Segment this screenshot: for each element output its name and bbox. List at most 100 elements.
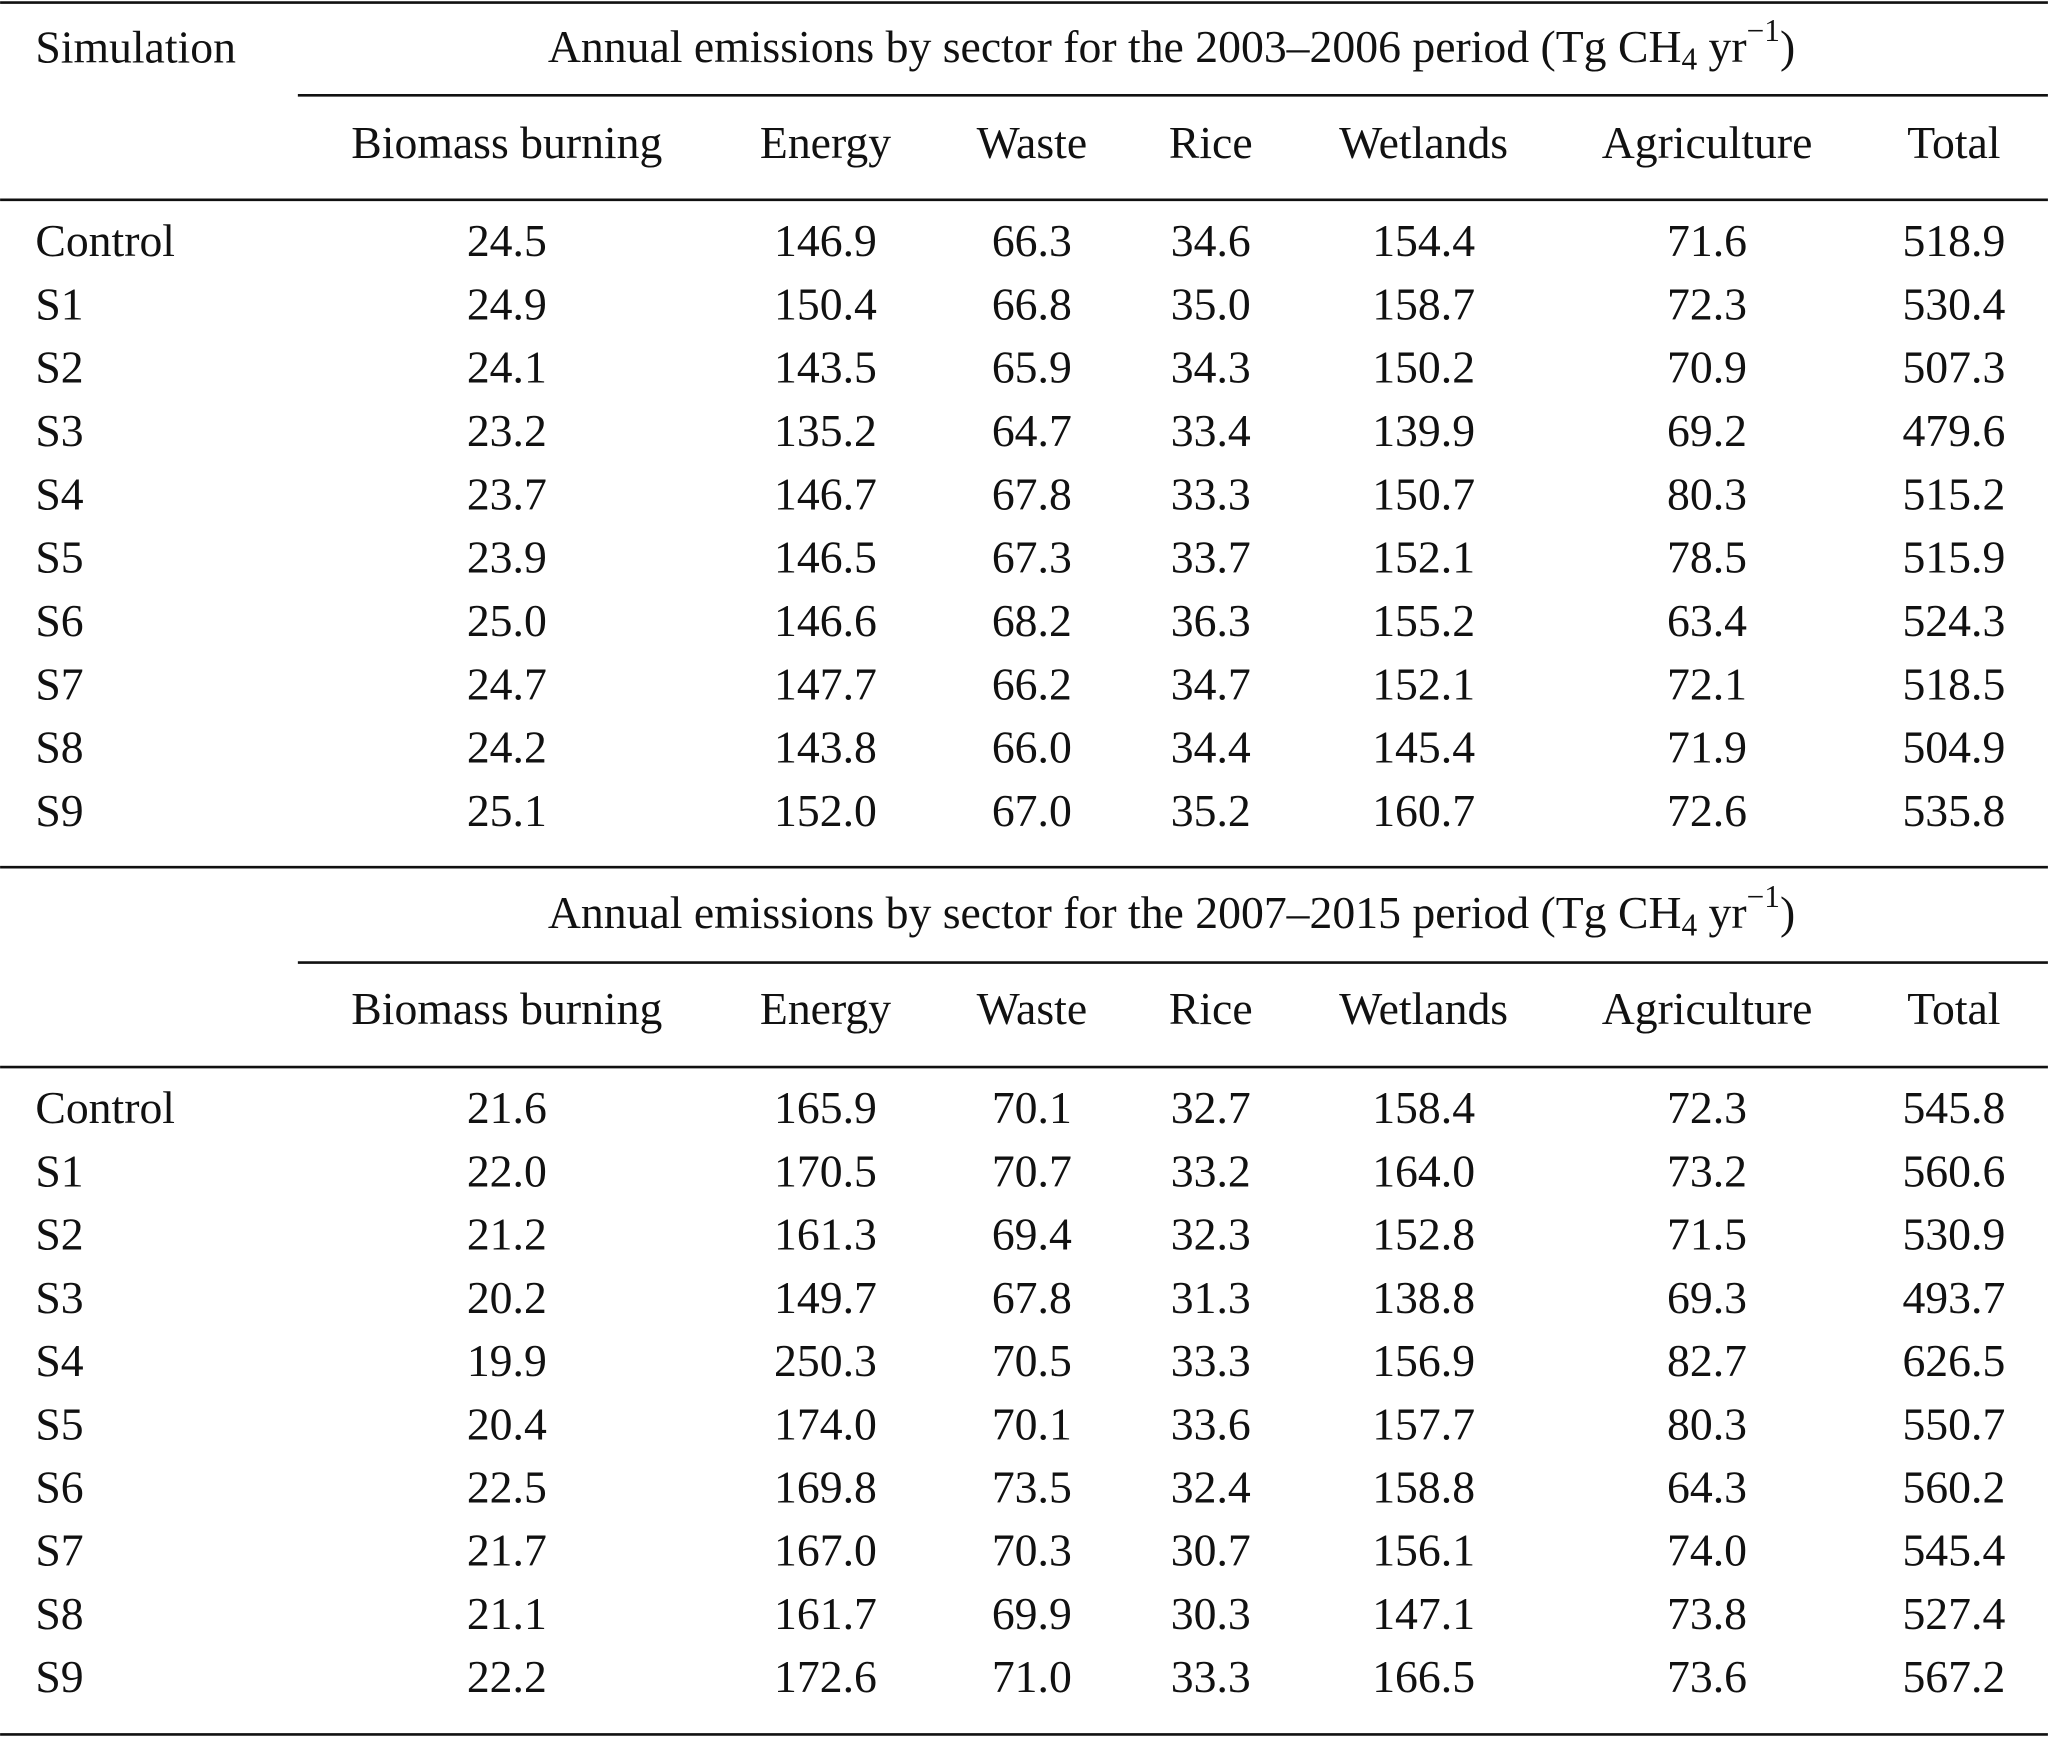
cell: 157.7 bbox=[1372, 1398, 1475, 1449]
cell: 73.8 bbox=[1667, 1588, 1747, 1639]
cell: 626.5 bbox=[1902, 1335, 2005, 1386]
cell: 154.4 bbox=[1372, 215, 1475, 266]
cell: 560.6 bbox=[1902, 1145, 2005, 1196]
caption-superscript: −1 bbox=[1747, 879, 1780, 914]
cell: 158.8 bbox=[1372, 1461, 1475, 1512]
cell: 25.0 bbox=[467, 595, 547, 646]
cell: 32.3 bbox=[1171, 1209, 1251, 1260]
cell: 24.2 bbox=[467, 722, 547, 773]
stub-header: Simulation bbox=[35, 22, 236, 73]
caption-unit: yr bbox=[1697, 22, 1747, 73]
cell: 152.8 bbox=[1372, 1209, 1475, 1260]
cell: 161.7 bbox=[774, 1588, 877, 1639]
cell: 22.5 bbox=[467, 1461, 547, 1512]
section-caption: Annual emissions by sector for the 2007–… bbox=[548, 879, 1795, 943]
cell: 152.1 bbox=[1372, 658, 1475, 709]
cell: 530.4 bbox=[1902, 278, 2005, 329]
cell: 33.3 bbox=[1171, 468, 1251, 519]
cell: 70.7 bbox=[992, 1145, 1072, 1196]
column-header: Biomass burning bbox=[351, 117, 662, 168]
cell: 22.0 bbox=[467, 1145, 547, 1196]
cell: 64.3 bbox=[1667, 1461, 1747, 1512]
cell: 70.1 bbox=[992, 1082, 1072, 1133]
row-label: S6 bbox=[35, 1461, 83, 1512]
cell: 143.5 bbox=[774, 342, 877, 393]
cell: 34.4 bbox=[1171, 722, 1251, 773]
row-label: S4 bbox=[35, 468, 83, 519]
cell: 21.7 bbox=[467, 1525, 547, 1576]
caption-close: ) bbox=[1780, 22, 1795, 73]
cell: 22.2 bbox=[467, 1651, 547, 1702]
cell: 174.0 bbox=[774, 1398, 877, 1449]
cell: 155.2 bbox=[1372, 595, 1475, 646]
row-label: S3 bbox=[35, 405, 83, 456]
cell: 35.0 bbox=[1171, 278, 1251, 329]
cell: 35.2 bbox=[1171, 785, 1251, 836]
cell: 160.7 bbox=[1372, 785, 1475, 836]
cell: 67.0 bbox=[992, 785, 1072, 836]
cell: 32.4 bbox=[1171, 1461, 1251, 1512]
cell: 19.9 bbox=[467, 1335, 547, 1386]
cell: 36.3 bbox=[1171, 595, 1251, 646]
cell: 30.3 bbox=[1171, 1588, 1251, 1639]
column-header: Rice bbox=[1169, 117, 1253, 168]
cell: 73.5 bbox=[992, 1461, 1072, 1512]
row-label: S5 bbox=[35, 532, 83, 583]
cell: 23.9 bbox=[467, 532, 547, 583]
cell: 169.8 bbox=[774, 1461, 877, 1512]
caption-subscript: 4 bbox=[1681, 908, 1697, 943]
cell: 25.1 bbox=[467, 785, 547, 836]
cell: 24.1 bbox=[467, 342, 547, 393]
cell: 550.7 bbox=[1902, 1398, 2005, 1449]
cell: 158.4 bbox=[1372, 1082, 1475, 1133]
cell: 64.7 bbox=[992, 405, 1072, 456]
caption-text: Annual emissions by sector for the 2003–… bbox=[548, 22, 1682, 73]
cell: 71.5 bbox=[1667, 1209, 1747, 1260]
cell: 72.3 bbox=[1667, 278, 1747, 329]
cell: 33.2 bbox=[1171, 1145, 1251, 1196]
cell: 250.3 bbox=[774, 1335, 877, 1386]
cell: 80.3 bbox=[1667, 468, 1747, 519]
cell: 166.5 bbox=[1372, 1651, 1475, 1702]
column-header: Wetlands bbox=[1339, 117, 1508, 168]
row-label: S6 bbox=[35, 595, 83, 646]
cell: 32.7 bbox=[1171, 1082, 1251, 1133]
cell: 21.1 bbox=[467, 1588, 547, 1639]
column-header: Total bbox=[1907, 117, 2000, 168]
cell: 33.6 bbox=[1171, 1398, 1251, 1449]
cell: 146.9 bbox=[774, 215, 877, 266]
cell: 71.0 bbox=[992, 1651, 1072, 1702]
cell: 69.3 bbox=[1667, 1272, 1747, 1323]
cell: 24.7 bbox=[467, 658, 547, 709]
cell: 560.2 bbox=[1902, 1461, 2005, 1512]
cell: 156.1 bbox=[1372, 1525, 1475, 1576]
column-header: Rice bbox=[1169, 983, 1253, 1034]
cell: 152.1 bbox=[1372, 532, 1475, 583]
column-header: Agriculture bbox=[1602, 117, 1813, 168]
column-header: Energy bbox=[760, 117, 891, 168]
cell: 68.2 bbox=[992, 595, 1072, 646]
cell: 545.4 bbox=[1902, 1525, 2005, 1576]
row-label: S9 bbox=[35, 785, 83, 836]
cell: 69.2 bbox=[1667, 405, 1747, 456]
cell: 66.3 bbox=[992, 215, 1072, 266]
cell: 170.5 bbox=[774, 1145, 877, 1196]
cell: 172.6 bbox=[774, 1651, 877, 1702]
cell: 34.3 bbox=[1171, 342, 1251, 393]
cell: 515.9 bbox=[1902, 532, 2005, 583]
caption-unit: yr bbox=[1697, 888, 1747, 939]
cell: 524.3 bbox=[1902, 595, 2005, 646]
cell: 146.7 bbox=[774, 468, 877, 519]
cell: 150.4 bbox=[774, 278, 877, 329]
cell: 146.5 bbox=[774, 532, 877, 583]
column-header: Waste bbox=[977, 117, 1088, 168]
caption-superscript: −1 bbox=[1747, 13, 1780, 48]
column-header: Waste bbox=[977, 983, 1088, 1034]
cell: 145.4 bbox=[1372, 722, 1475, 773]
cell: 535.8 bbox=[1902, 785, 2005, 836]
row-label: Control bbox=[35, 1082, 175, 1133]
cell: 20.4 bbox=[467, 1398, 547, 1449]
cell: 66.8 bbox=[992, 278, 1072, 329]
row-label: Control bbox=[35, 215, 175, 266]
